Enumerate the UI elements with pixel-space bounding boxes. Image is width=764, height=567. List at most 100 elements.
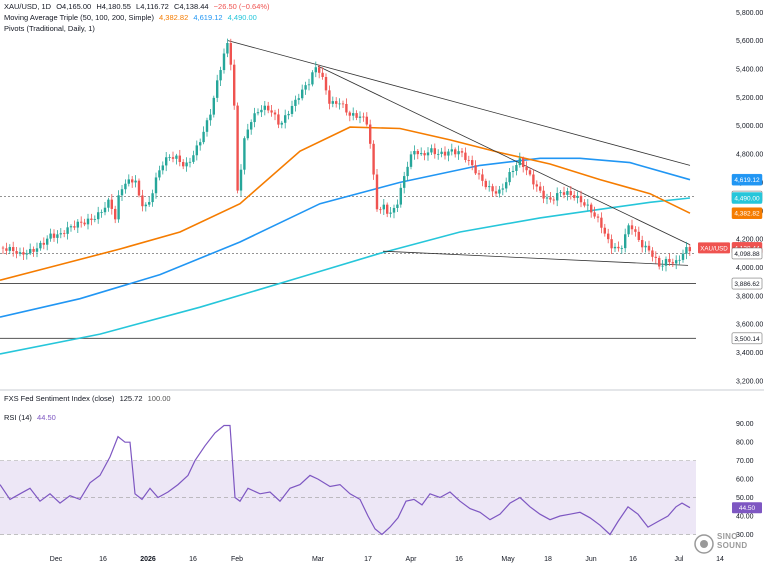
candle-body <box>630 225 634 230</box>
price-axis-tick: 4,800.00 <box>736 152 763 159</box>
candle-body <box>610 239 613 249</box>
candle-body <box>263 105 266 110</box>
candle-body <box>134 180 137 183</box>
x-axis-tick: Jul <box>675 556 684 563</box>
rsi-axis-tick: 60.00 <box>736 477 754 484</box>
candle-body <box>576 195 579 198</box>
x-axis-tick: Apr <box>406 556 418 563</box>
candle-body <box>437 153 440 155</box>
price-label-badge <box>731 247 763 260</box>
candle-body <box>678 259 681 261</box>
candle-body <box>430 148 433 153</box>
candle-body <box>464 152 467 160</box>
candle-body <box>182 162 185 167</box>
candle-body <box>409 154 413 167</box>
candle-body <box>362 116 365 118</box>
candle-body <box>481 174 484 181</box>
candle-body <box>192 155 195 162</box>
rsi-value-badge-text: 44.50 <box>739 505 756 512</box>
candle-body <box>641 240 644 248</box>
candle-body <box>467 159 470 161</box>
high-value: H4,180.55 <box>96 2 131 11</box>
candle-body <box>219 70 222 81</box>
rsi-axis-tick: 80.00 <box>736 440 754 447</box>
candle-body <box>562 192 566 195</box>
pivots-indicator-line[interactable]: Pivots (Traditional, Daily, 1) <box>4 24 98 33</box>
rsi-axis-tick: 90.00 <box>736 421 754 428</box>
ma100-value: 4,619.12 <box>193 13 223 22</box>
symbol-label[interactable]: XAU/USD, 1D <box>4 2 52 11</box>
candle-body <box>280 122 283 125</box>
ma50-line <box>0 126 691 281</box>
candle-body <box>552 199 555 201</box>
candle-body <box>178 155 181 163</box>
candle-body <box>627 225 630 235</box>
candle-body <box>488 186 491 188</box>
candle-body <box>389 212 392 214</box>
candle-body <box>297 98 300 100</box>
candle-body <box>168 157 171 159</box>
candle-body <box>658 257 661 267</box>
candle-body <box>148 202 151 205</box>
candle-body <box>59 233 62 235</box>
sentiment-indicator-line[interactable]: FXS Fed Sentiment Index (close) 125.72 1… <box>4 394 174 403</box>
candle-body <box>66 227 69 234</box>
candle-body <box>433 148 436 155</box>
price-axis-tick: 4,200.00 <box>736 237 763 244</box>
price-label-text: 4,619.12 <box>734 177 760 184</box>
candle-body <box>321 72 324 77</box>
x-axis-tick: 17 <box>364 556 372 563</box>
price-label-text: 4,490.00 <box>734 196 760 203</box>
candle-body <box>573 195 576 198</box>
candle-body <box>358 116 362 118</box>
candle-body <box>454 149 457 155</box>
candle-body <box>532 174 535 185</box>
ma200-value: 4,490.00 <box>227 13 257 22</box>
x-axis-tick: Feb <box>231 556 243 563</box>
candle-body <box>1 247 5 249</box>
candle-body <box>681 253 685 260</box>
price-axis-tick: 5,600.00 <box>736 38 763 45</box>
candle-body <box>131 179 134 183</box>
ma-indicator-line[interactable]: Moving Average Triple (50, 100, 200, Sim… <box>4 13 260 22</box>
candle-body <box>202 131 205 143</box>
ma-label: Moving Average Triple (50, 100, 200, Sim… <box>4 13 154 22</box>
rsi-indicator-line[interactable]: RSI (14) 44.50 <box>4 413 59 422</box>
watermark-brand: SINO SOUND <box>717 532 748 550</box>
candle-body <box>154 177 158 194</box>
candle-body <box>668 258 671 263</box>
candle-body <box>185 162 188 167</box>
candle-body <box>661 265 664 267</box>
candle-body <box>226 43 229 54</box>
candle-body <box>426 152 430 156</box>
low-value: L4,116.72 <box>136 2 169 11</box>
candle-body <box>216 80 219 98</box>
candle-body <box>590 204 593 213</box>
price-label-badge <box>731 192 763 204</box>
candle-body <box>243 138 246 170</box>
rsi-line <box>0 424 691 536</box>
trendline-2 <box>382 250 689 266</box>
symbol-tag-text: XAU/USD <box>700 245 728 252</box>
candle-body <box>141 195 144 207</box>
price-axis-tick: 3,800.00 <box>736 293 763 300</box>
candle-body <box>382 204 385 210</box>
candle-body <box>195 145 198 156</box>
price-label-text: 3,500.14 <box>734 336 760 343</box>
sino-sound-logo: SINO SOUND <box>694 529 756 559</box>
sentiment-label: FXS Fed Sentiment Index (close) <box>4 394 115 403</box>
candle-body <box>413 150 416 155</box>
candle-body <box>559 192 562 194</box>
candle-body <box>73 226 76 228</box>
price-label-badge <box>731 207 763 219</box>
price-axis-tick: 4,000.00 <box>736 265 763 272</box>
rsi-axis-tick: 70.00 <box>736 458 754 465</box>
candle-body <box>443 151 447 156</box>
candle-body <box>273 112 277 115</box>
candle-body <box>671 262 674 264</box>
candle-body <box>114 208 117 220</box>
candle-body <box>675 260 678 264</box>
candle-body <box>352 113 355 116</box>
candle-body <box>440 151 443 154</box>
